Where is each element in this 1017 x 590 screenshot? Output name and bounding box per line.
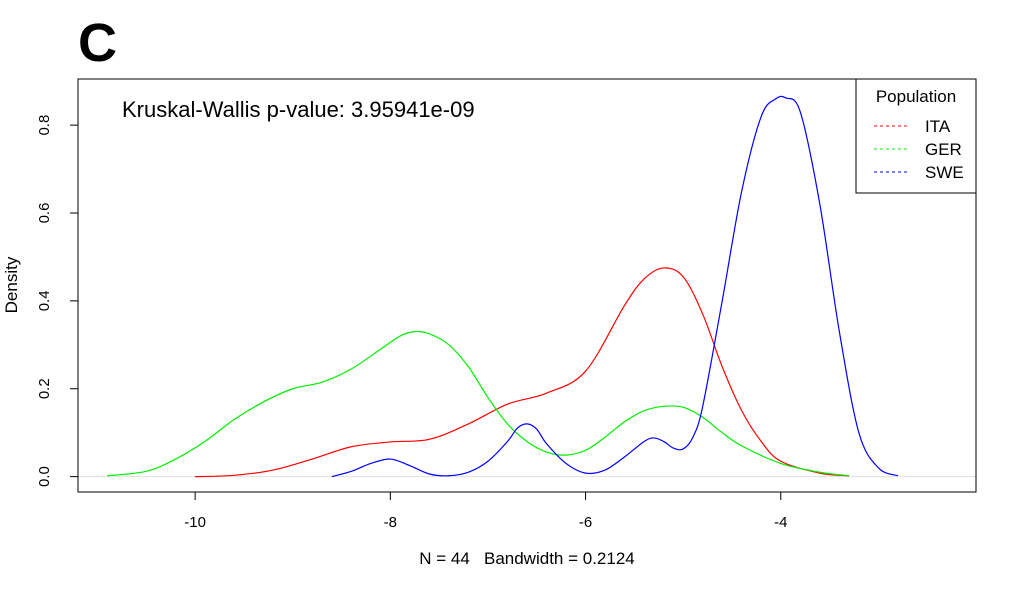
y-axis: 0.0 0.2 0.4 0.6 0.8 bbox=[36, 115, 79, 487]
legend: Population ITA GER SWE bbox=[855, 78, 977, 194]
x-tick-label: -4 bbox=[774, 514, 787, 531]
x-tick-label: -10 bbox=[184, 514, 206, 531]
legend-label-swe: SWE bbox=[925, 163, 964, 182]
legend-label-ger: GER bbox=[925, 140, 962, 159]
y-axis-title: Density bbox=[2, 256, 21, 313]
x-axis-title: N = 44 Bandwidth = 0.2124 bbox=[419, 549, 635, 568]
x-tick-label: -8 bbox=[384, 514, 397, 531]
y-tick-label: 0.2 bbox=[36, 378, 53, 399]
density-curve-swe bbox=[331, 95, 899, 478]
plot-frame bbox=[77, 78, 977, 493]
density-curve-ger bbox=[107, 330, 850, 477]
legend-title: Population bbox=[876, 87, 956, 106]
panel-label: C bbox=[78, 13, 117, 73]
legend-label-ita: ITA bbox=[925, 117, 951, 136]
y-tick-label: 0.0 bbox=[36, 466, 53, 487]
x-axis: -10 -8 -6 -4 bbox=[184, 491, 787, 531]
series-layer bbox=[107, 95, 899, 478]
y-tick-label: 0.4 bbox=[36, 290, 53, 311]
x-tick-label: -6 bbox=[579, 514, 592, 531]
kruskal-wallis-annotation: Kruskal-Wallis p-value: 3.95941e-09 bbox=[122, 97, 475, 122]
y-tick-label: 0.8 bbox=[36, 115, 53, 136]
legend-entries: ITA GER SWE bbox=[874, 117, 964, 182]
density-curve-ita bbox=[195, 267, 850, 478]
y-tick-label: 0.6 bbox=[36, 203, 53, 224]
legend-box bbox=[855, 78, 977, 194]
